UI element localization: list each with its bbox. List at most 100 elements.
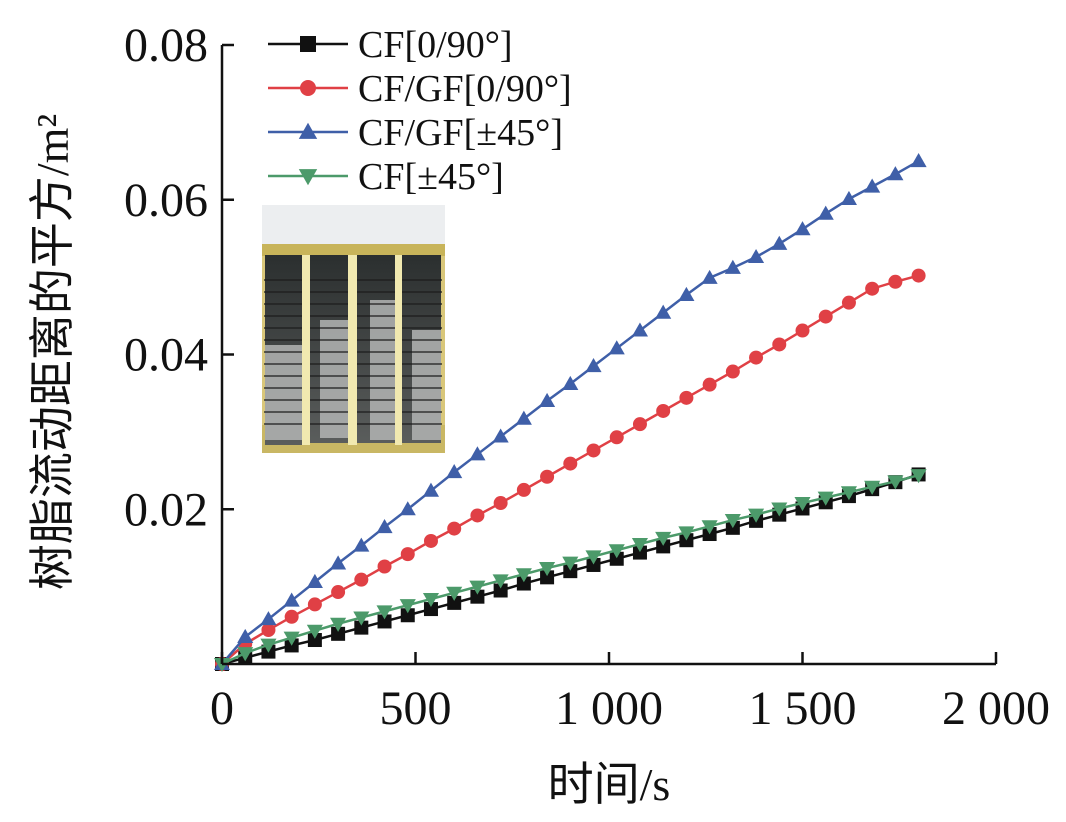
data-point xyxy=(260,638,277,653)
x-tick-label: 2 000 xyxy=(942,682,1050,735)
tick-layer: 0 500 1 000 1 500 2 000 0.02 0.04 0.06 0.08 xyxy=(124,19,1050,735)
data-point xyxy=(306,624,323,639)
data-point xyxy=(447,521,462,536)
data-point xyxy=(817,205,834,220)
x-tick-label: 1 500 xyxy=(749,682,857,735)
data-point xyxy=(515,410,532,425)
data-point xyxy=(608,340,625,355)
legend-entry: CF/GF[±45°] xyxy=(268,112,563,154)
data-point xyxy=(540,570,555,585)
data-point xyxy=(887,475,904,490)
data-point xyxy=(447,595,462,610)
data-point xyxy=(377,559,392,574)
data-point xyxy=(492,574,509,589)
y-tick-label: 0.02 xyxy=(124,483,208,536)
legend-marker xyxy=(298,122,318,139)
data-point xyxy=(376,518,393,534)
data-point xyxy=(562,375,579,390)
data-point xyxy=(307,597,322,612)
legend-entry: CF/GF[0/90°] xyxy=(268,68,572,110)
data-point xyxy=(330,617,347,632)
data-point xyxy=(910,153,927,168)
data-point xyxy=(678,526,695,541)
data-point xyxy=(330,555,347,570)
data-point xyxy=(470,589,485,604)
data-point xyxy=(237,647,254,662)
data-point xyxy=(609,430,624,445)
data-point xyxy=(794,497,811,512)
data-point xyxy=(772,337,787,352)
data-point xyxy=(701,520,718,535)
data-point xyxy=(423,602,438,617)
legend-label: CF/GF[0/90°] xyxy=(358,68,572,110)
legend-label: CF[0/90°] xyxy=(358,24,513,66)
data-point xyxy=(865,281,880,296)
data-point xyxy=(679,390,694,405)
data-point xyxy=(724,514,741,529)
data-point xyxy=(516,576,531,591)
legend-label: CF/GF[±45°] xyxy=(358,112,563,154)
data-point xyxy=(586,557,601,572)
data-point xyxy=(539,392,556,407)
series-2 xyxy=(215,268,926,671)
data-point xyxy=(817,491,834,506)
data-point xyxy=(260,611,277,626)
y-tick-label: 0.08 xyxy=(124,19,208,72)
data-point xyxy=(631,322,649,337)
data-point xyxy=(888,274,903,289)
data-point xyxy=(493,583,508,598)
data-point xyxy=(724,259,741,274)
legend-entry: CF[0/90°] xyxy=(268,24,513,66)
data-point xyxy=(562,556,579,571)
data-point xyxy=(422,482,440,497)
data-point xyxy=(331,585,346,600)
data-point xyxy=(400,608,415,623)
data-point xyxy=(841,295,856,310)
data-point xyxy=(910,469,927,484)
data-point xyxy=(446,586,463,601)
series-4 xyxy=(213,469,927,673)
data-point xyxy=(516,482,531,497)
data-point xyxy=(261,622,276,637)
data-point xyxy=(748,508,765,523)
data-point xyxy=(655,531,672,546)
data-point xyxy=(864,178,881,193)
data-point xyxy=(586,443,601,458)
data-point xyxy=(818,309,833,324)
y-tick-label: 0.04 xyxy=(124,329,208,382)
data-point xyxy=(306,573,323,589)
data-point xyxy=(608,544,625,559)
data-point xyxy=(911,268,926,283)
y-tick-label: 0.06 xyxy=(124,174,208,227)
data-point xyxy=(377,614,392,629)
data-point xyxy=(353,611,370,626)
data-point xyxy=(237,628,254,643)
data-point xyxy=(283,592,300,607)
data-point xyxy=(353,537,370,552)
data-point xyxy=(887,166,904,181)
data-point xyxy=(331,626,346,641)
data-point xyxy=(563,564,578,579)
data-point xyxy=(376,605,393,620)
data-point xyxy=(771,502,788,517)
data-point xyxy=(283,631,300,646)
data-point xyxy=(399,599,416,614)
data-point xyxy=(655,304,672,319)
data-point xyxy=(539,562,556,577)
data-point xyxy=(795,323,810,338)
legend-marker xyxy=(300,80,316,96)
data-point xyxy=(864,480,881,495)
data-point xyxy=(492,428,509,443)
data-point xyxy=(771,235,788,250)
legend: CF[0/90°]CF/GF[0/90°]CF/GF[±45°]CF[±45°] xyxy=(268,24,572,198)
data-point xyxy=(469,580,486,595)
inset-photo xyxy=(262,205,445,453)
data-point xyxy=(470,508,485,523)
data-point xyxy=(540,469,555,484)
data-point xyxy=(749,350,764,365)
data-point xyxy=(563,456,578,471)
series-3 xyxy=(213,153,927,671)
data-point xyxy=(794,221,811,236)
data-point xyxy=(307,633,322,648)
